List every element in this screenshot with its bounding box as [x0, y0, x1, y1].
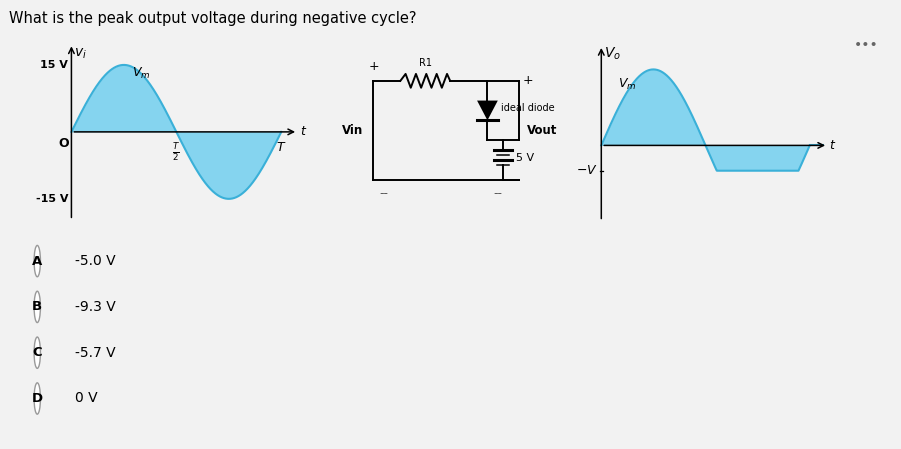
Circle shape	[34, 337, 41, 368]
Text: -5.7 V: -5.7 V	[76, 346, 116, 360]
Text: Vout: Vout	[527, 124, 557, 136]
Text: 5 V: 5 V	[516, 153, 534, 163]
Circle shape	[34, 246, 41, 277]
Text: D: D	[32, 392, 43, 405]
Text: What is the peak output voltage during negative cycle?: What is the peak output voltage during n…	[9, 11, 416, 26]
Text: O: O	[59, 137, 68, 150]
Text: ideal diode: ideal diode	[501, 103, 554, 114]
Text: $t$: $t$	[300, 125, 307, 138]
Text: $V_m$: $V_m$	[132, 66, 150, 80]
Text: $-V$: $-V$	[577, 164, 598, 177]
Text: B: B	[32, 300, 42, 313]
Circle shape	[34, 383, 41, 414]
Text: 0 V: 0 V	[76, 392, 98, 405]
Text: R1: R1	[419, 58, 432, 68]
Text: •••: •••	[854, 38, 878, 52]
Text: $t$: $t$	[829, 139, 836, 152]
Text: $V_m$: $V_m$	[618, 77, 636, 92]
Text: A: A	[32, 255, 42, 268]
Text: -9.3 V: -9.3 V	[76, 300, 116, 314]
Text: $T$: $T$	[276, 141, 287, 154]
Text: -5.0 V: -5.0 V	[76, 254, 116, 268]
Polygon shape	[478, 101, 497, 120]
Text: $v_i$: $v_i$	[74, 46, 87, 61]
Text: +: +	[369, 60, 378, 73]
Text: $\frac{T}{2}$: $\frac{T}{2}$	[172, 141, 180, 163]
Circle shape	[34, 291, 41, 322]
Text: +: +	[523, 75, 533, 87]
Text: -15 V: -15 V	[35, 194, 68, 204]
Text: --: --	[379, 188, 388, 201]
Text: --: --	[494, 188, 502, 201]
Text: C: C	[32, 346, 42, 359]
Text: $V_o$: $V_o$	[604, 45, 621, 62]
Text: Vin: Vin	[342, 124, 363, 136]
Text: 15 V: 15 V	[41, 60, 68, 70]
